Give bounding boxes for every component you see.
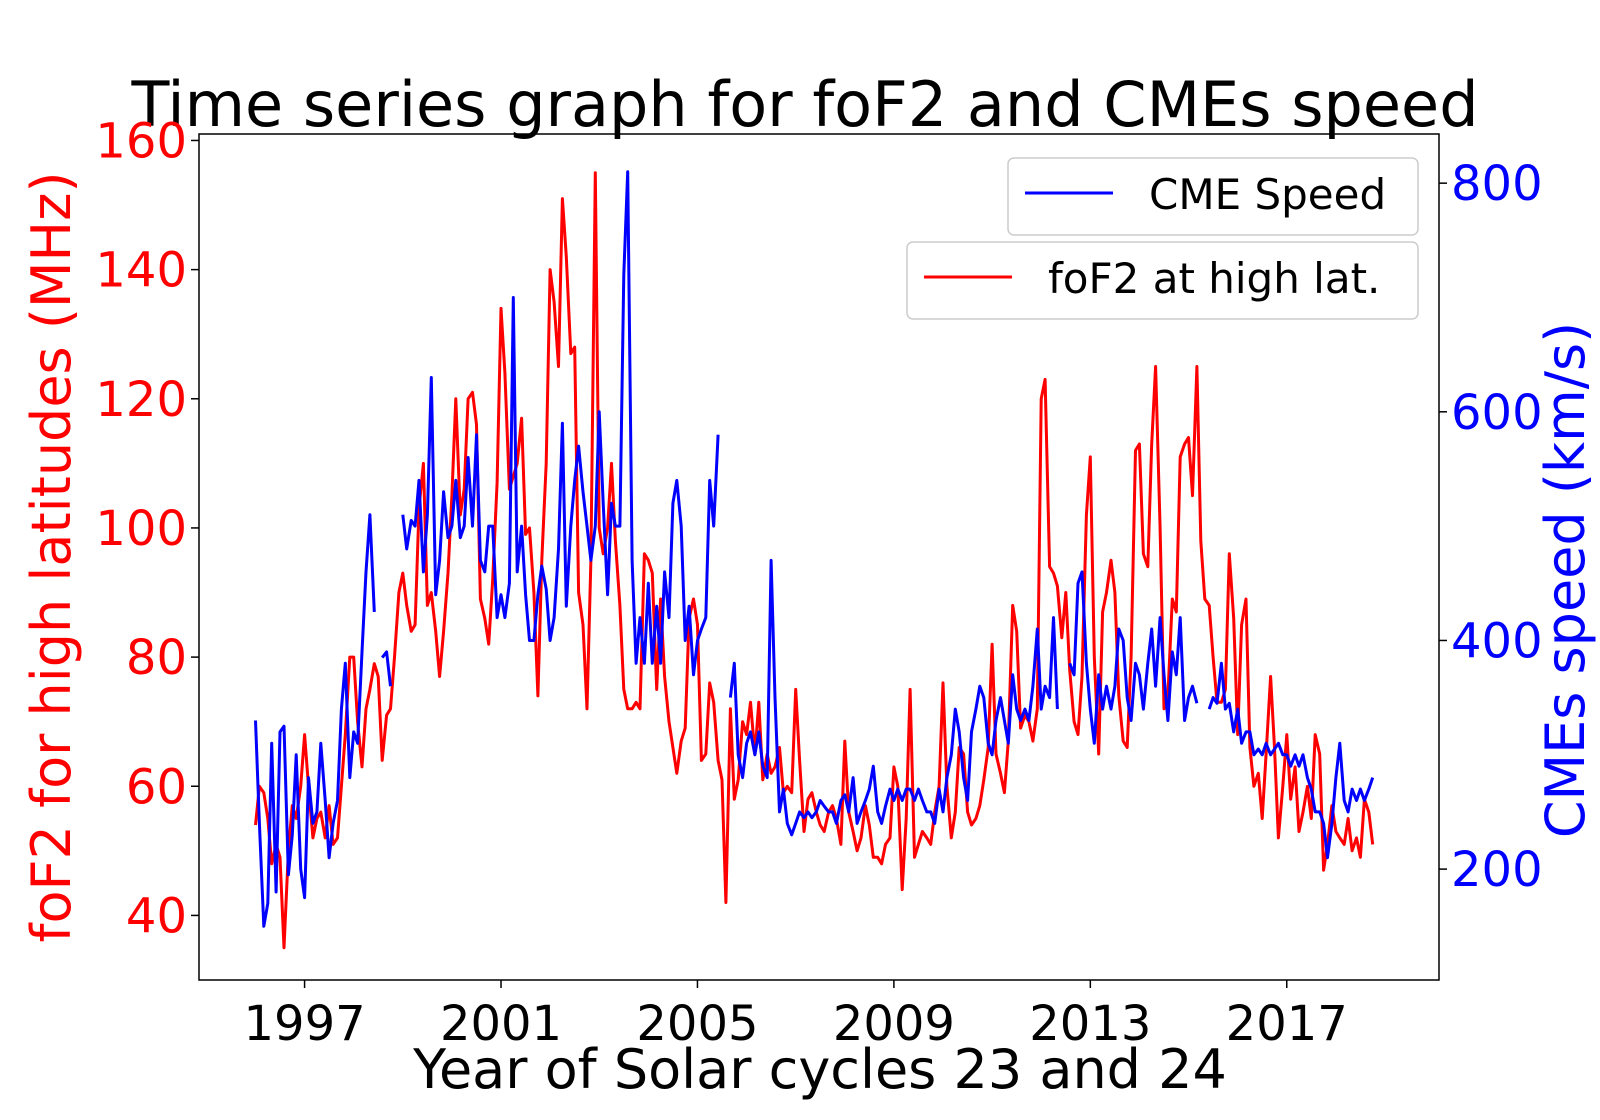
legend-fof2-label: foF2 at high lat.	[1048, 254, 1380, 303]
left-y-axis-label: foF2 for high latitudes (MHz)	[20, 171, 83, 942]
right-y-axis: 200 400 600 800	[1439, 156, 1543, 898]
right-y-axis-label: CMEs speed (km/s)	[1534, 322, 1597, 838]
x-axis-label: Year of Solar cycles 23 and 24	[412, 1038, 1227, 1101]
x-tick-label-2005: 2005	[636, 996, 758, 1052]
cme-series-line-segment-4	[728, 558, 1059, 837]
cme-series-line-segment-2	[381, 650, 392, 687]
cme-series-line-segment-1	[254, 513, 376, 928]
fof2-series-line	[254, 171, 1375, 950]
right-tick-label-200: 200	[1451, 842, 1543, 898]
legend-cme: CME Speed	[1007, 157, 1419, 236]
legend-fof2: foF2 at high lat.	[906, 241, 1419, 320]
left-tick-label-100: 100	[95, 501, 187, 557]
x-tick-label-2001: 2001	[440, 996, 562, 1052]
x-tick-label-2009: 2009	[833, 996, 955, 1052]
left-tick-label-120: 120	[95, 372, 187, 428]
x-tick-label-2013: 2013	[1029, 996, 1151, 1052]
x-tick-label-2017: 2017	[1226, 996, 1348, 1052]
plot-frame	[198, 133, 1440, 981]
right-tick-label-400: 400	[1451, 613, 1543, 669]
left-tick-label-80: 80	[126, 630, 187, 686]
series-layer	[254, 170, 1375, 950]
left-tick-label-140: 140	[95, 243, 187, 299]
right-tick-label-800: 800	[1451, 156, 1543, 212]
left-y-axis: 40 60 80 100 120 140 160	[95, 113, 199, 944]
cme-series-line-segment-5	[1068, 570, 1199, 745]
cme-series-line-segment-6	[1207, 661, 1375, 860]
left-tick-label-60: 60	[126, 759, 187, 815]
left-tick-label-160: 160	[95, 113, 187, 169]
legend-cme-label: CME Speed	[1149, 170, 1386, 219]
legend-fof2-box	[906, 241, 1419, 320]
right-tick-label-600: 600	[1451, 385, 1543, 441]
left-tick-label-40: 40	[126, 888, 187, 944]
x-axis: 1997 2001 2005 2009 2013 2017	[244, 980, 1348, 1052]
chart-title: Time series graph for foF2 and CMEs spee…	[130, 68, 1478, 141]
legend-cme-box	[1007, 157, 1419, 236]
x-tick-label-1997: 1997	[244, 996, 366, 1052]
cme-series-line-segment-3	[401, 170, 720, 677]
